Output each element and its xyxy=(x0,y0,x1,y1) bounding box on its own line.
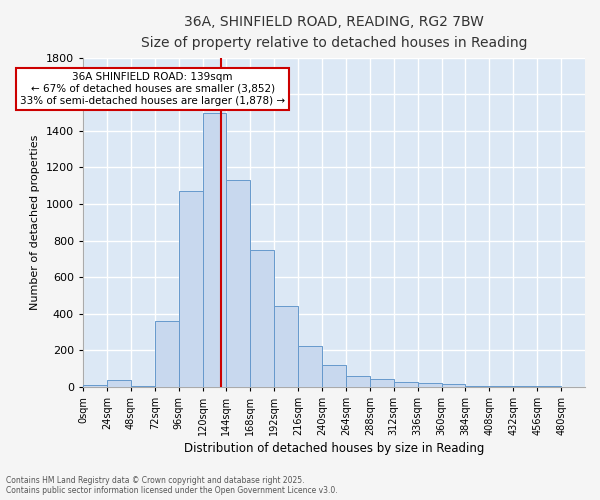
Bar xyxy=(370,378,394,387)
Bar xyxy=(250,250,274,387)
Bar xyxy=(107,380,131,387)
Bar xyxy=(322,365,346,387)
Bar xyxy=(418,383,442,387)
Bar xyxy=(83,385,107,387)
X-axis label: Distribution of detached houses by size in Reading: Distribution of detached houses by size … xyxy=(184,442,484,455)
Bar xyxy=(466,386,490,387)
Text: Contains HM Land Registry data © Crown copyright and database right 2025.
Contai: Contains HM Land Registry data © Crown c… xyxy=(6,476,338,495)
Bar xyxy=(226,180,250,387)
Bar xyxy=(442,384,466,387)
Y-axis label: Number of detached properties: Number of detached properties xyxy=(30,134,40,310)
Bar xyxy=(298,346,322,387)
Bar xyxy=(131,386,155,387)
Bar xyxy=(490,386,513,387)
Bar xyxy=(179,191,203,387)
Bar xyxy=(346,376,370,387)
Bar xyxy=(274,306,298,387)
Bar xyxy=(155,321,179,387)
Bar xyxy=(203,112,226,387)
Title: 36A, SHINFIELD ROAD, READING, RG2 7BW
Size of property relative to detached hous: 36A, SHINFIELD ROAD, READING, RG2 7BW Si… xyxy=(141,15,527,50)
Text: 36A SHINFIELD ROAD: 139sqm
← 67% of detached houses are smaller (3,852)
33% of s: 36A SHINFIELD ROAD: 139sqm ← 67% of deta… xyxy=(20,72,285,106)
Bar xyxy=(394,382,418,387)
